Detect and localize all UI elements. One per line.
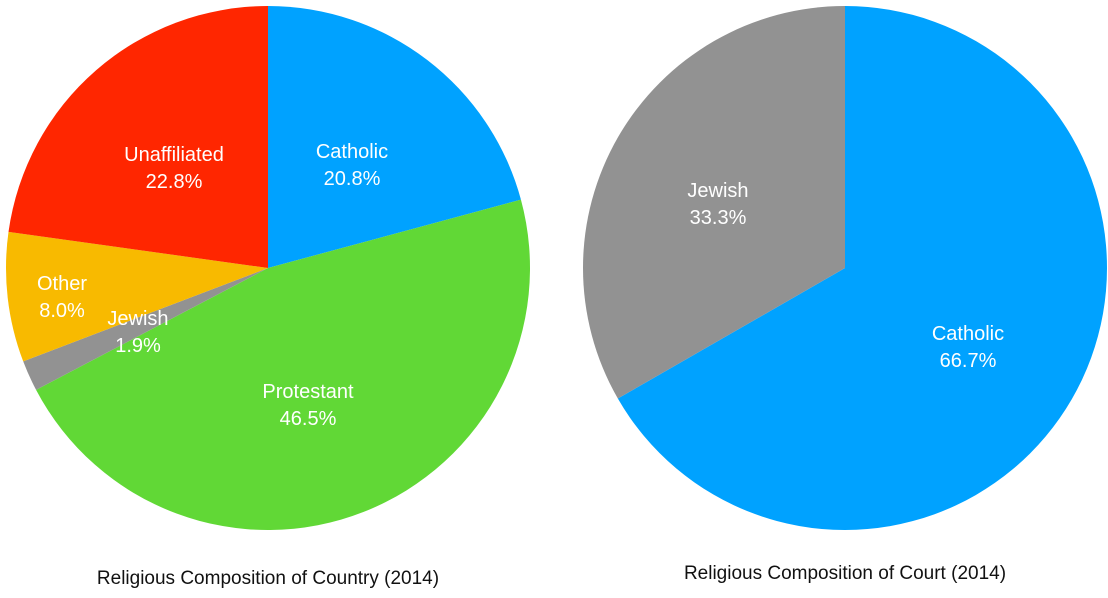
country-slice-protestant	[36, 199, 530, 530]
court-slice-jewish	[583, 6, 845, 399]
country-label-other: Other 8.0%	[37, 273, 87, 322]
court-label-jewish: Jewish 33.3%	[687, 180, 748, 229]
country-chart-caption: Religious Composition of Country (2014)	[97, 568, 439, 589]
country-slice-other	[5, 231, 268, 362]
country-slice-jewish	[23, 268, 269, 390]
country-pie-chart: Catholic 20.8% Protestant 46.5% Jewish 1.9% Ot…	[5, 6, 530, 530]
country-label-catholic: Catholic 20.8%	[316, 141, 388, 190]
court-chart-caption: Religious Composition of Court (2014)	[684, 563, 1006, 584]
court-pie-chart: Catholic 66.7% Jewish 33.3%	[583, 6, 1108, 530]
country-label-protestant: Protestant 46.5%	[262, 381, 354, 430]
court-label-catholic: Catholic 66.7%	[932, 323, 1004, 372]
country-label-jewish: Jewish 1.9%	[107, 308, 168, 357]
country-label-unaffiliated: Unaffiliated 22.8%	[124, 144, 224, 193]
country-slice-unaffiliated	[8, 6, 268, 268]
country-slice-catholic	[268, 6, 521, 268]
court-slice-catholic	[617, 6, 1108, 530]
